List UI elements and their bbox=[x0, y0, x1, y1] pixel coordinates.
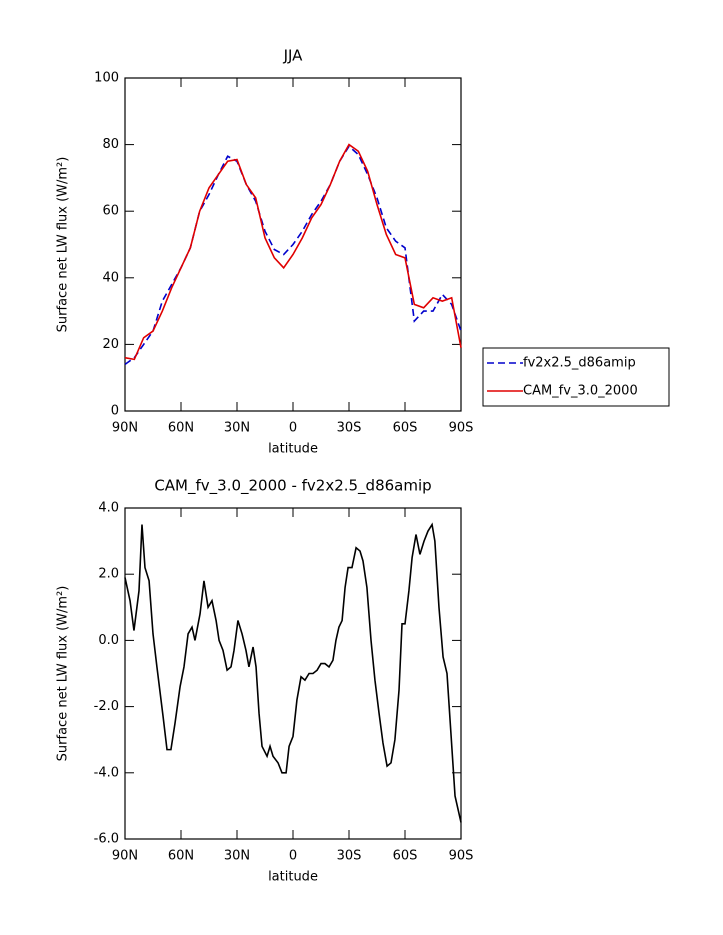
x-tick-label: 30S bbox=[337, 849, 362, 864]
x-tick-label: 60S bbox=[393, 421, 418, 436]
y-tick-label: 0 bbox=[111, 404, 119, 419]
x-axis-label: latitude bbox=[268, 870, 318, 885]
plot-frame bbox=[124, 77, 462, 412]
chart-title: CAM_fv_3.0_2000 - fv2x2.5_d86amip bbox=[154, 477, 431, 496]
x-tick-label: 90N bbox=[112, 849, 138, 864]
x-tick-label: 30N bbox=[224, 421, 250, 436]
x-tick-label: 90N bbox=[112, 421, 138, 436]
y-tick-label: 60 bbox=[102, 204, 119, 219]
y-tick-label: 20 bbox=[102, 337, 119, 352]
chart-title: JJA bbox=[283, 47, 304, 65]
x-tick-label: 0 bbox=[289, 421, 297, 436]
y-axis-label: Surface net LW flux (W/m²) bbox=[56, 157, 71, 333]
legend-box bbox=[482, 347, 670, 407]
legend-label: fv2x2.5_d86amip bbox=[523, 356, 636, 371]
x-tick-label: 60S bbox=[393, 849, 418, 864]
y-tick-label: 100 bbox=[94, 71, 119, 86]
y-axis-label: Surface net LW flux (W/m²) bbox=[56, 586, 71, 762]
x-tick-label: 0 bbox=[289, 849, 297, 864]
data-line bbox=[124, 143, 462, 361]
x-tick-label: 30N bbox=[224, 849, 250, 864]
y-tick-label: 4.0 bbox=[98, 501, 119, 516]
x-tick-label: 60N bbox=[168, 421, 194, 436]
x-tick-label: 30S bbox=[337, 421, 362, 436]
y-tick-label: -4.0 bbox=[94, 765, 119, 780]
plot-frame bbox=[124, 507, 462, 840]
y-tick-label: 40 bbox=[102, 270, 119, 285]
y-tick-label: 80 bbox=[102, 137, 119, 152]
x-tick-label: 60N bbox=[168, 849, 194, 864]
y-tick-label: -2.0 bbox=[94, 699, 119, 714]
data-line bbox=[124, 522, 462, 823]
x-tick-label: 90S bbox=[449, 849, 474, 864]
legend-label: CAM_fv_3.0_2000 bbox=[523, 384, 638, 399]
y-tick-label: 0.0 bbox=[98, 633, 119, 648]
x-tick-label: 90S bbox=[449, 421, 474, 436]
y-tick-label: 2.0 bbox=[98, 567, 119, 582]
x-axis-label: latitude bbox=[268, 442, 318, 457]
y-tick-label: -6.0 bbox=[94, 832, 119, 847]
